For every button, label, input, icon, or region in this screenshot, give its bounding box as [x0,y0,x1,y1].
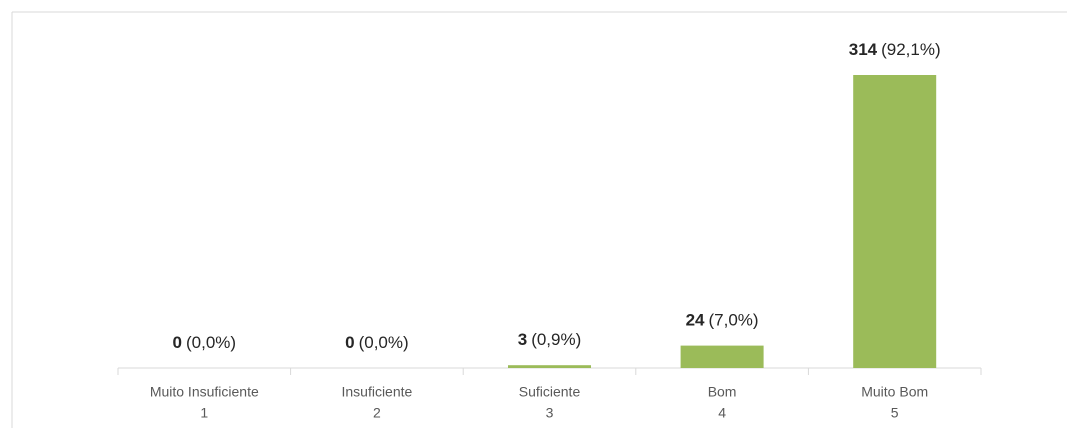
x-tick-number: 1 [200,405,208,421]
bar [508,365,591,368]
x-tick-number: 2 [373,405,381,421]
data-label-count: 314 [849,40,878,59]
data-label-percent: (0,9%) [531,331,581,350]
data-label: 24 (7,0%) [686,311,759,330]
bar [680,345,764,368]
data-label-count: 24 [686,311,705,330]
data-label-percent: (7,0%) [709,311,759,330]
x-tick-label: Muito Insuficiente [150,384,259,400]
data-label: 0 (0,0%) [173,333,237,352]
data-label-count: 0 [345,333,354,352]
bar [853,75,937,368]
x-tick-number: 5 [891,405,899,421]
x-tick-number: 3 [546,405,554,421]
data-label-percent: (0,0%) [186,333,236,352]
data-label-count: 3 [518,331,527,350]
x-tick-label: Suficiente [519,384,581,400]
data-label: 0 (0,0%) [345,333,409,352]
x-tick-label: Muito Bom [861,384,928,400]
x-tick-number: 4 [718,405,726,421]
data-label-percent: (0,0%) [359,333,409,352]
data-label: 3 (0,9%) [518,331,582,350]
x-tick-label: Insuficiente [341,384,412,400]
data-label-percent: (92,1%) [881,40,941,59]
data-label: 314 (92,1%) [849,40,941,59]
x-tick-label: Bom [708,384,737,400]
data-label-count: 0 [173,333,182,352]
